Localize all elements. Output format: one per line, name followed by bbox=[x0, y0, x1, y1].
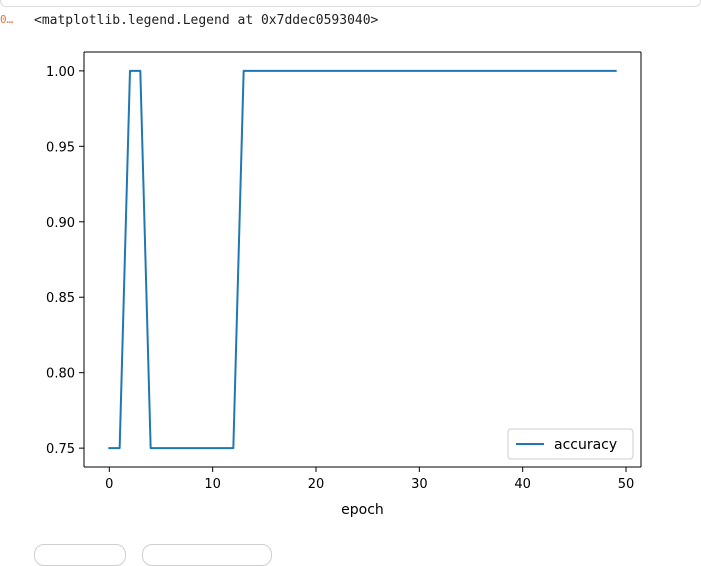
y-tick-label: 0.95 bbox=[46, 140, 75, 155]
x-tick-label: 40 bbox=[514, 477, 531, 492]
output-toolbar-chip[interactable] bbox=[34, 544, 126, 566]
x-tick-label: 20 bbox=[308, 477, 325, 492]
y-tick-label: 0.85 bbox=[46, 291, 75, 306]
execution-count: 0… bbox=[0, 13, 14, 26]
output-toolbar-chip[interactable] bbox=[142, 544, 272, 566]
series-line-accuracy bbox=[108, 69, 617, 450]
legend: accuracy bbox=[507, 428, 634, 460]
x-tick-label: 10 bbox=[204, 477, 221, 492]
accuracy-chart: 0 10 20 30 40 50 0.75 0.80 0.85 0.90 0.95 1.00 epoch… bbox=[46, 51, 642, 518]
y-tick-label: 0.90 bbox=[46, 216, 75, 231]
x-axis-label: epoch bbox=[341, 502, 384, 518]
x-tick-label: 30 bbox=[411, 477, 428, 492]
legend-label: accuracy bbox=[554, 437, 617, 453]
y-tick-label: 0.80 bbox=[46, 367, 75, 382]
y-tick-label: 1.00 bbox=[46, 65, 75, 80]
y-tick-label: 0.75 bbox=[46, 442, 75, 457]
legend-box bbox=[507, 428, 634, 460]
x-tick-label: 50 bbox=[618, 477, 635, 492]
cell-output-text: <matplotlib.legend.Legend at 0x7ddec0593… bbox=[34, 13, 379, 28]
x-tick-label: 0 bbox=[105, 477, 113, 492]
plot-area bbox=[84, 52, 641, 467]
